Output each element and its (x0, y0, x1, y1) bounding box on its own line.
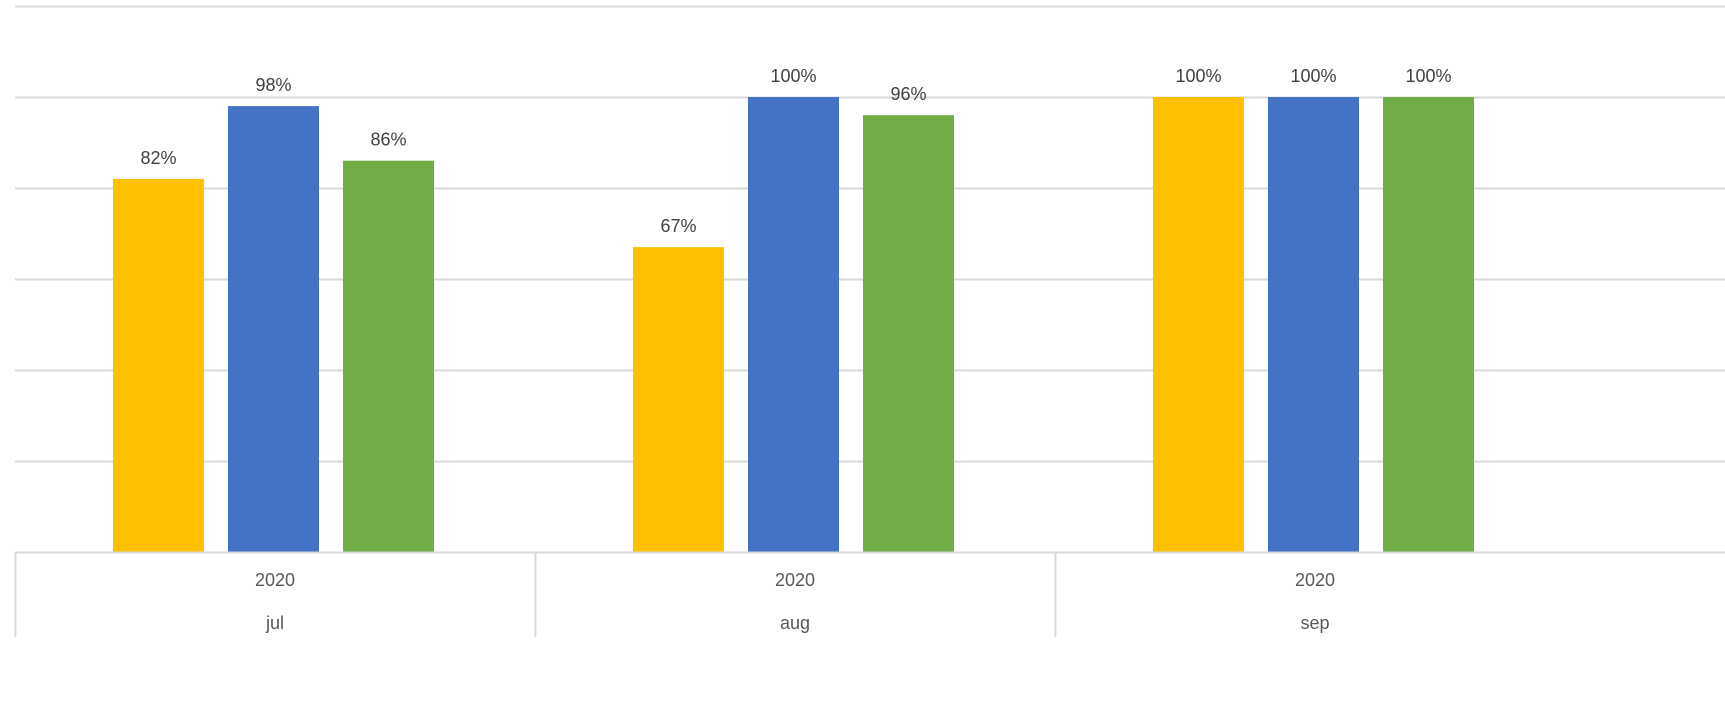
data-label: 98% (255, 75, 291, 95)
data-label: 100% (1175, 66, 1221, 86)
x-tick-label-month: sep (1300, 613, 1329, 633)
data-label: 82% (140, 148, 176, 168)
data-label: 100% (1290, 66, 1336, 86)
bar (633, 247, 724, 552)
data-label: 67% (660, 216, 696, 236)
bar (1153, 97, 1244, 552)
data-label: 100% (770, 66, 816, 86)
bar (1383, 97, 1474, 552)
x-tick-label-year: 2020 (255, 570, 295, 590)
x-tick-label-year: 2020 (1295, 570, 1335, 590)
x-tick-label-month: aug (780, 613, 810, 633)
bar (863, 115, 954, 552)
data-label: 86% (370, 130, 406, 150)
data-label: 100% (1405, 66, 1451, 86)
bar (228, 106, 319, 552)
bar (748, 97, 839, 552)
bar (1268, 97, 1359, 552)
bar (343, 160, 434, 552)
bar (113, 178, 204, 552)
x-tick-label-month: jul (265, 613, 284, 633)
x-tick-label-year: 2020 (775, 570, 815, 590)
data-label: 96% (890, 84, 926, 104)
